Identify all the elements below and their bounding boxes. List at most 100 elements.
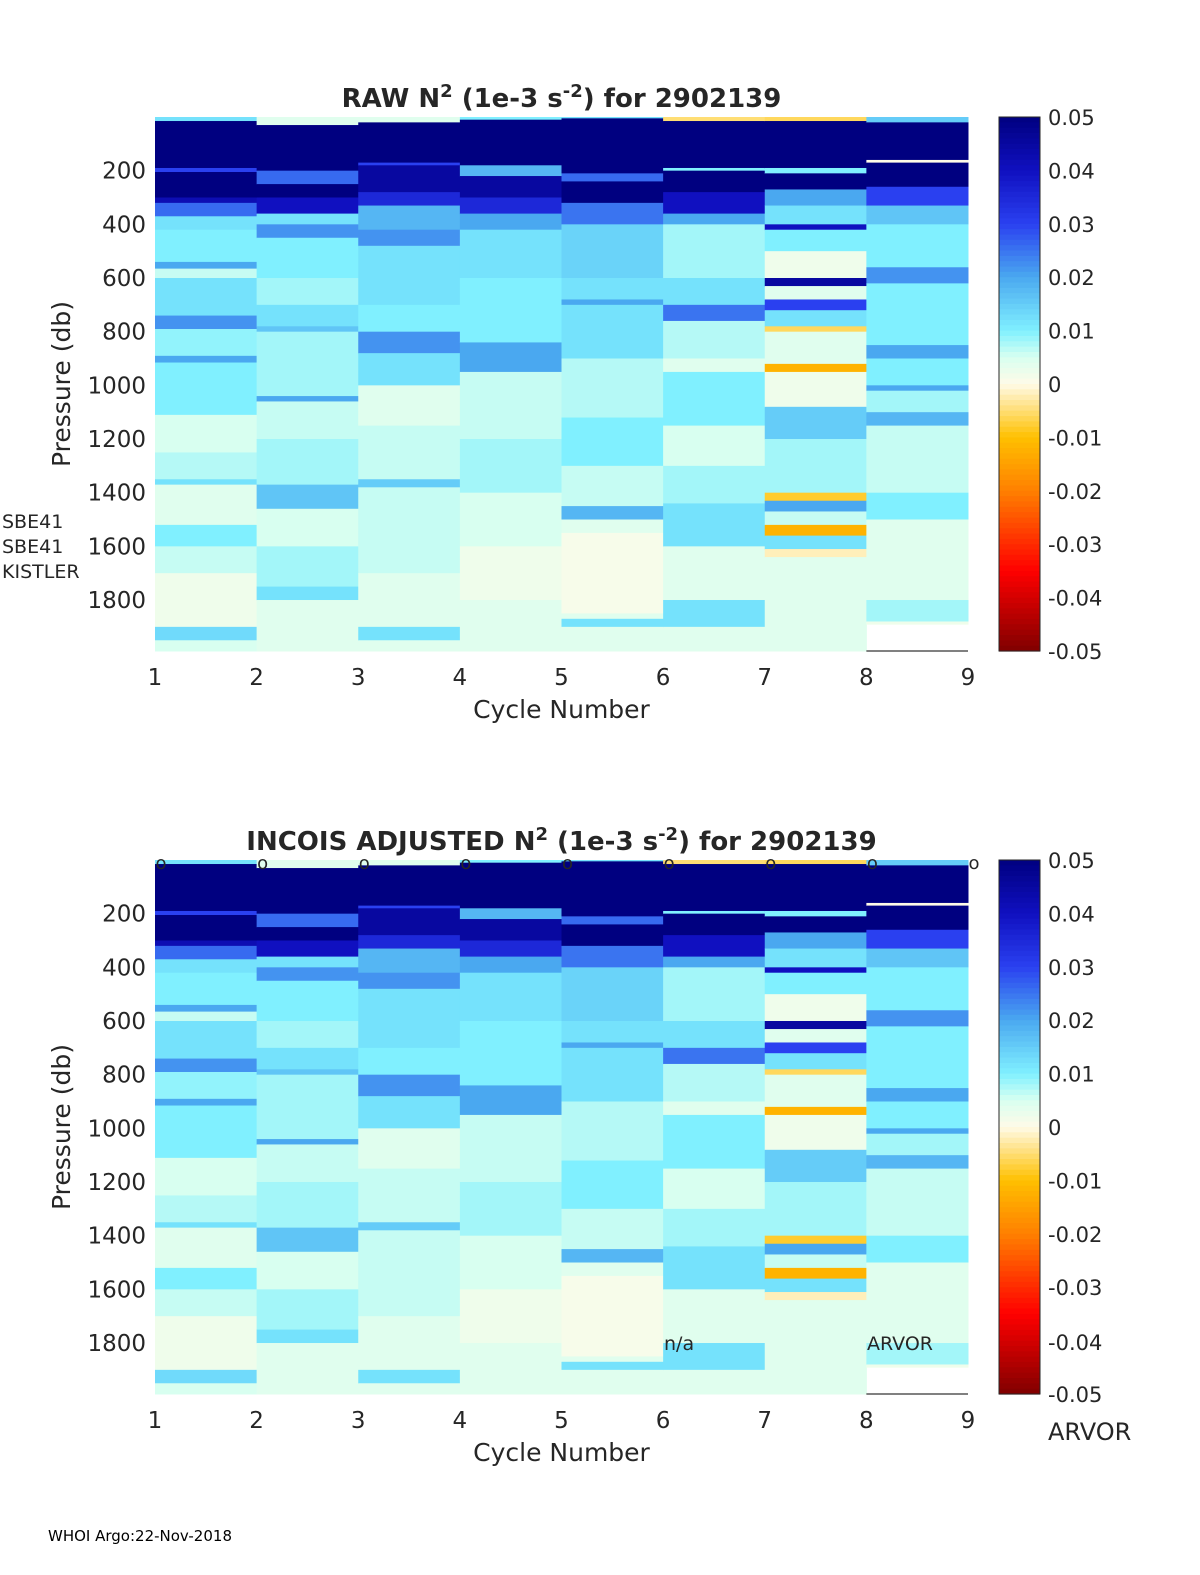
heatmap-cell (155, 1011, 258, 1022)
colorbar-segment (999, 1137, 1040, 1144)
heatmap-cell (764, 1029, 867, 1043)
colorbar-segment (999, 154, 1040, 161)
colorbar-tick-label: 0.03 (1048, 956, 1095, 980)
colorbar-segment (999, 330, 1040, 337)
heatmap-cell (764, 205, 867, 225)
heatmap-cell (459, 439, 562, 494)
heatmap-cell (663, 192, 766, 215)
colorbar-segment (999, 490, 1040, 497)
colorbar-segment (999, 1361, 1040, 1368)
colorbar-tick-label: 0.05 (1048, 849, 1095, 873)
heatmap-cell (155, 1267, 258, 1290)
colorbar-segment (999, 581, 1040, 588)
colorbar-segment (999, 865, 1040, 872)
heatmap-cell (866, 345, 969, 360)
heatmap-cell (358, 245, 461, 306)
y-tick-label: 600 (102, 1009, 146, 1035)
heatmap-cell (256, 1251, 359, 1290)
heatmap-cell (866, 860, 969, 866)
heatmap-cell (561, 861, 664, 917)
colorbar-segment (999, 1100, 1040, 1107)
colorbar-tick-label: -0.05 (1048, 1383, 1102, 1407)
colorbar-segment (999, 972, 1040, 979)
colorbar-segment (999, 1127, 1040, 1133)
heatmap-cell (764, 932, 867, 950)
heatmap-cell (155, 414, 258, 453)
heatmap-cell (764, 511, 867, 526)
colorbar-segment (999, 1377, 1040, 1384)
colorbar-segment (999, 538, 1040, 545)
colorbar-tick-label: -0.05 (1048, 640, 1102, 664)
colorbar-segment (999, 1116, 1040, 1123)
colorbar-tick-label: -0.03 (1048, 533, 1102, 557)
colorbar-segment (999, 314, 1040, 321)
heatmap-cell (155, 484, 258, 526)
heatmap-cell (155, 197, 258, 204)
cycle-marker: o (765, 853, 776, 874)
heatmap-cell (663, 1063, 766, 1103)
colorbar-segment (999, 1191, 1040, 1198)
heatmap-cell (155, 940, 258, 947)
heatmap-cell (866, 1364, 969, 1368)
heatmap-cell (764, 1069, 867, 1076)
colorbar-segment (999, 560, 1040, 567)
x-tick-label: 6 (656, 1408, 671, 1434)
x-tick-label: 1 (148, 665, 163, 691)
colorbar-segment (999, 870, 1040, 877)
heatmap-cell (459, 229, 562, 279)
colorbar-segment (999, 602, 1040, 609)
heatmap-cell (663, 1168, 766, 1210)
heatmap-cell (663, 167, 766, 172)
heatmap-cell (256, 224, 359, 239)
heatmap-cell (155, 1195, 258, 1223)
colorbar-segment (999, 1276, 1040, 1283)
heatmap-cell (866, 1088, 969, 1103)
colorbar-segment (999, 122, 1040, 129)
colorbar-segment (999, 426, 1040, 433)
heatmap-cell (358, 353, 461, 386)
y-tick-label: 400 (102, 212, 146, 238)
heatmap-cell (663, 304, 766, 322)
colorbar-segment (999, 1281, 1040, 1288)
heatmap-cell (358, 626, 461, 641)
heatmap-cell (459, 860, 562, 864)
heatmap-cell (561, 519, 664, 534)
heatmap-cell (663, 503, 766, 547)
heatmap-cell (764, 948, 867, 968)
heatmap-cell (358, 972, 461, 990)
heatmap-cell (256, 1289, 359, 1331)
colorbar-segment (999, 1164, 1040, 1171)
colorbar-segment (999, 886, 1040, 893)
colorbar-segment (999, 1233, 1040, 1240)
heatmap-cell (256, 967, 359, 982)
colorbar-segment (999, 437, 1040, 444)
heatmap-cell (764, 251, 867, 279)
colorbar-segment (999, 1175, 1040, 1181)
colorbar-segment (999, 293, 1040, 300)
heatmap-cell (663, 170, 766, 193)
colorbar-segment (999, 506, 1040, 513)
x-tick-label: 3 (351, 1408, 366, 1434)
heatmap-cell (155, 1227, 258, 1269)
colorbar-segment (999, 1185, 1040, 1192)
colorbar-segment (999, 250, 1040, 257)
heatmap-cell (866, 122, 969, 161)
colorbar-tick-label: -0.01 (1048, 1169, 1102, 1193)
heatmap-cell (866, 358, 969, 386)
colorbar-tick-label: -0.04 (1048, 1331, 1102, 1355)
heatmap-cell (155, 1289, 258, 1317)
colorbar-segment (999, 1148, 1040, 1155)
colorbar-segment (999, 496, 1040, 503)
heatmap-cell (358, 865, 461, 907)
heatmap-cell (764, 916, 867, 933)
heatmap-cell (764, 500, 867, 512)
heatmap-cell (764, 967, 867, 974)
colorbar-segment (999, 597, 1040, 604)
heatmap-cell (256, 326, 359, 333)
heatmap-cell (764, 1114, 867, 1151)
colorbar-tick-label: -0.02 (1048, 1223, 1102, 1247)
heatmap-cell (358, 905, 461, 909)
colorbar-segment (999, 554, 1040, 561)
heatmap-cell (764, 310, 867, 327)
colorbar-segment (999, 1169, 1040, 1176)
